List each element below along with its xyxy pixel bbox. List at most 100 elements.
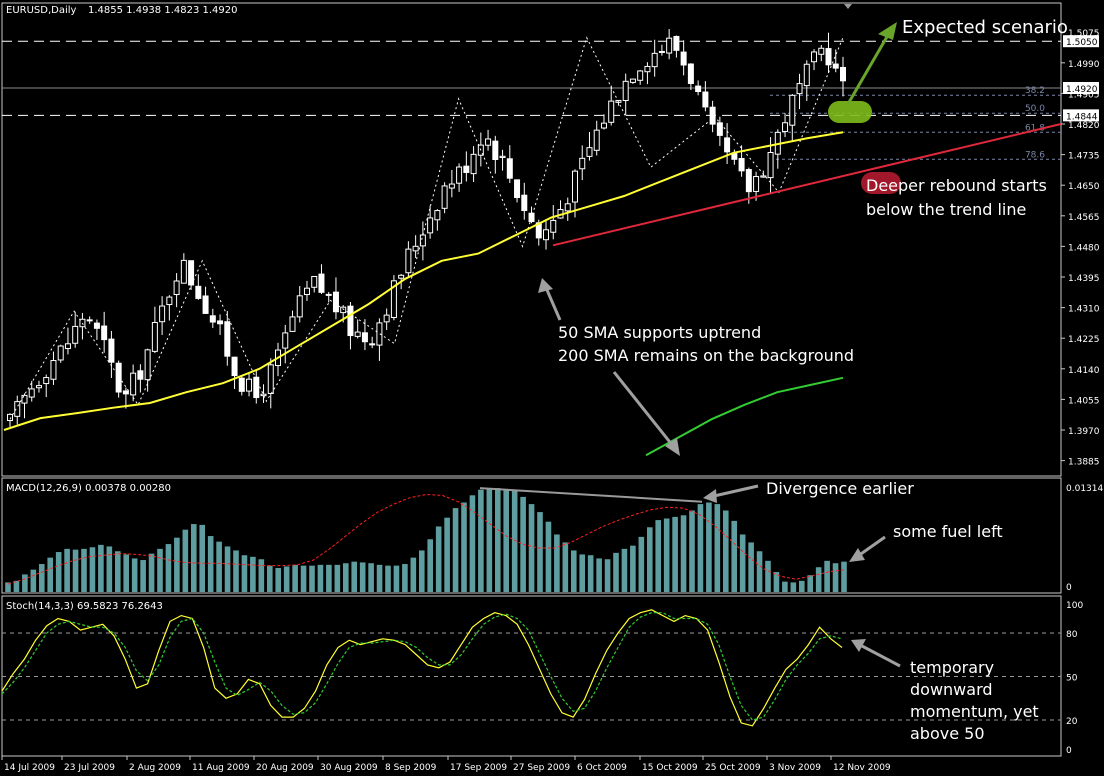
macd-bar bbox=[114, 551, 121, 592]
macd-bar bbox=[511, 490, 518, 592]
candle-body bbox=[528, 212, 535, 223]
stoch-main-line bbox=[1, 609, 843, 727]
price-axis-label: 1.4905 bbox=[1068, 90, 1100, 100]
sma-arrow-up-icon bbox=[538, 278, 562, 321]
candle-body bbox=[456, 166, 463, 184]
candle-body bbox=[115, 362, 122, 393]
macd-bar bbox=[596, 558, 602, 592]
annotation-deeper-rebound: Deeper rebound starts bbox=[866, 176, 1047, 195]
trendline-break-highlight bbox=[861, 172, 901, 194]
candle-body bbox=[390, 280, 397, 319]
macd-bar bbox=[47, 557, 54, 592]
macd-bar bbox=[275, 568, 282, 592]
time-axis-label: 30 Aug 2009 bbox=[320, 763, 378, 773]
candle-body bbox=[825, 48, 832, 66]
macd-bar bbox=[765, 560, 771, 592]
candle-body bbox=[188, 260, 195, 286]
macd-bar bbox=[376, 564, 383, 592]
candle-body bbox=[72, 325, 79, 344]
macd-bar bbox=[393, 565, 400, 592]
macd-bar bbox=[283, 566, 290, 592]
macd-bar bbox=[646, 527, 653, 592]
macd-bar bbox=[672, 516, 678, 592]
stoch-arrow-icon bbox=[851, 639, 901, 668]
candle-body bbox=[550, 219, 557, 233]
candle-body bbox=[521, 194, 528, 212]
time-axis-label: 12 Nov 2009 bbox=[833, 763, 891, 773]
annotation-expected-scenario: Expected scenario bbox=[902, 17, 1068, 38]
macd-bar bbox=[72, 549, 79, 592]
macd-bar bbox=[64, 548, 70, 592]
macd-bar bbox=[722, 510, 729, 592]
candle-body bbox=[593, 129, 600, 151]
sma50-line bbox=[3, 131, 844, 431]
candle-body bbox=[644, 65, 651, 73]
candle-body bbox=[238, 377, 245, 392]
candle-body bbox=[405, 248, 412, 274]
candle-body bbox=[448, 183, 455, 189]
candle-body bbox=[789, 94, 796, 126]
macd-bar bbox=[55, 552, 62, 592]
candle-body bbox=[296, 295, 303, 318]
macd-bar bbox=[841, 561, 847, 592]
time-axis-label: 6 Oct 2009 bbox=[577, 763, 627, 773]
price-axis-label: 1.4395 bbox=[1068, 274, 1100, 284]
macd-panel-title: MACD(12,26,9) 0.00378 0.00280 bbox=[6, 483, 171, 494]
macd-bar bbox=[638, 536, 645, 592]
candle-body bbox=[687, 63, 694, 84]
candle-body bbox=[354, 331, 361, 337]
macd-bar bbox=[714, 504, 721, 592]
macd-bar bbox=[89, 547, 96, 592]
macd-bar bbox=[418, 550, 425, 592]
candle-body bbox=[93, 322, 100, 329]
candle-body bbox=[231, 356, 238, 377]
candle-body bbox=[724, 137, 731, 153]
macd-bar bbox=[199, 524, 206, 592]
macd-layer: 0.01314 0 bbox=[5, 484, 1103, 593]
macd-bar bbox=[545, 521, 552, 592]
price-label-text: 1.4920 bbox=[1066, 85, 1098, 95]
candle-body bbox=[767, 152, 774, 179]
macd-bar bbox=[106, 546, 113, 592]
macd-bar bbox=[494, 488, 501, 592]
price-label-box bbox=[1063, 109, 1099, 122]
time-axis-label: 11 Aug 2009 bbox=[192, 763, 250, 773]
price-axis-label: 1.5075 bbox=[1068, 29, 1100, 39]
macd-bar bbox=[824, 560, 830, 592]
candle-body bbox=[311, 275, 318, 288]
macd-bar bbox=[182, 529, 189, 592]
scroll-marker-icon[interactable] bbox=[844, 4, 852, 9]
macd-bar bbox=[165, 544, 172, 592]
macd-bar bbox=[613, 552, 619, 592]
macd-bar bbox=[300, 565, 307, 592]
candle-body bbox=[832, 63, 839, 69]
price-label-text: 1.4844 bbox=[1066, 112, 1098, 122]
candle-body bbox=[666, 37, 673, 54]
macd-bar bbox=[579, 554, 586, 592]
macd-bar bbox=[5, 582, 11, 592]
price-axis-label: 1.4055 bbox=[1068, 396, 1100, 406]
time-axis-label: 20 Aug 2009 bbox=[256, 763, 314, 773]
candle-body bbox=[579, 157, 586, 170]
candle-body bbox=[282, 332, 289, 349]
macd-bar bbox=[38, 564, 45, 592]
macd-bar bbox=[258, 559, 265, 592]
candle-body bbox=[608, 100, 615, 123]
candle-body bbox=[14, 401, 21, 417]
annotation-divergence: Divergence earlier bbox=[766, 479, 914, 498]
candle-body bbox=[224, 321, 231, 357]
candle-body bbox=[43, 377, 50, 385]
candle-body bbox=[289, 316, 296, 332]
time-axis-label: 27 Sep 2009 bbox=[513, 763, 570, 773]
macd-bar bbox=[148, 553, 155, 592]
macd-axis-label: 0 bbox=[1066, 583, 1072, 593]
trend-line bbox=[552, 123, 1062, 247]
annotation-stoch-line3: momentum, yet bbox=[910, 702, 1039, 721]
candle-body bbox=[202, 295, 209, 314]
candle-body bbox=[340, 306, 347, 314]
annotation-sma200: 200 SMA remains on the background bbox=[558, 346, 854, 365]
candle-body bbox=[427, 217, 434, 234]
candle-body bbox=[159, 305, 166, 323]
price-ohlc-header: 1.4855 1.4938 1.4823 1.4920 bbox=[88, 5, 238, 16]
